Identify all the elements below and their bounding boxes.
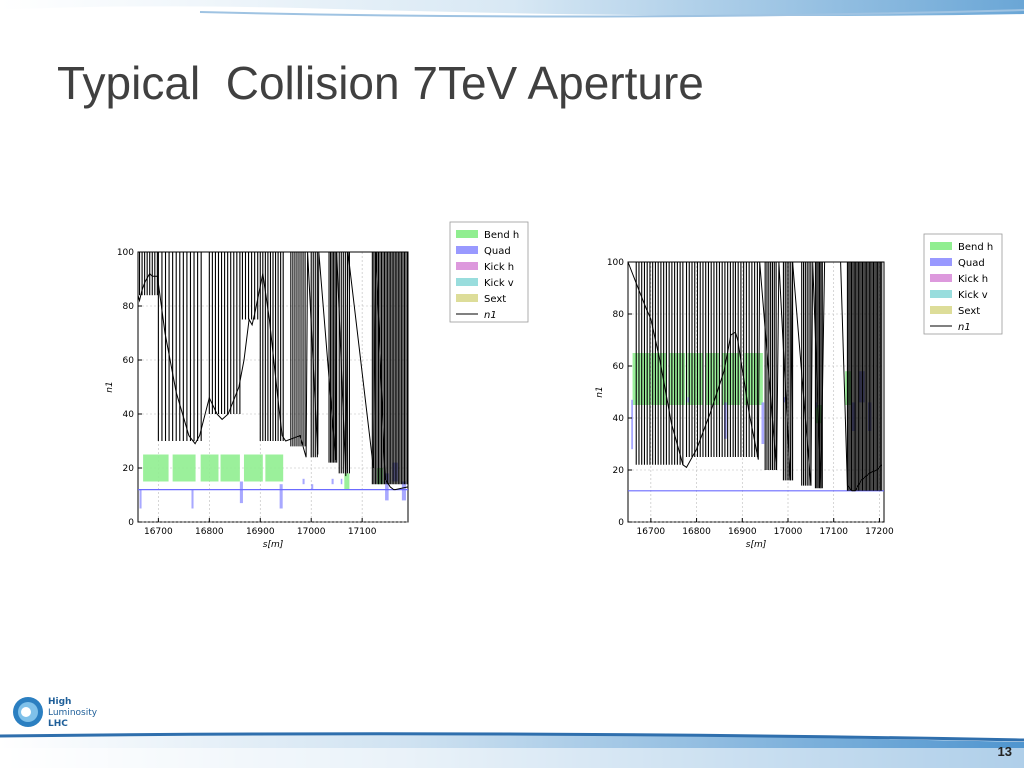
x-tick-label: 16700	[637, 527, 666, 537]
legend-swatch	[456, 230, 478, 238]
quad-box	[191, 489, 194, 509]
logo-line-1: High	[48, 697, 71, 707]
bend-h-box	[815, 405, 823, 424]
y-tick-label: 20	[613, 466, 625, 476]
legend-swatch	[456, 262, 478, 270]
bend-h-box	[705, 353, 720, 405]
quad-box	[340, 478, 343, 485]
legend-label: n1	[958, 322, 971, 333]
legend-label: Bend h	[484, 230, 519, 241]
chart-legend: Bend h Quad Kick h Kick v Sext n1	[449, 221, 529, 323]
legend-label: Quad	[484, 246, 511, 257]
y-tick-label: 80	[123, 302, 135, 312]
quad-box	[331, 478, 334, 485]
legend-swatch	[930, 258, 952, 266]
quad-box	[687, 397, 690, 403]
legend-box	[449, 221, 529, 323]
legend-swatch	[456, 246, 478, 254]
legend-label: Sext	[958, 306, 980, 317]
legend-swatch	[456, 294, 478, 302]
right-aperture-chart: 16700 16800 16900 17000 17100 17200 0 20 40 60 80 1…	[595, 233, 1003, 550]
x-tick-label: 16900	[728, 527, 757, 537]
chart-legend: Bend h Quad Kick h Kick v Sext n1	[923, 233, 1003, 335]
left-aperture-chart: 16700 16800 16900 17000 17100 0 20 40 60 80 100 s[m…	[105, 221, 529, 550]
legend-label: Kick h	[484, 262, 514, 273]
legend-label: Quad	[958, 258, 985, 269]
bend-h-box	[143, 454, 169, 482]
quad-box	[311, 484, 314, 490]
legend-swatch	[930, 290, 952, 298]
x-axis-label: s[m]	[746, 540, 767, 550]
quad-box	[385, 473, 389, 501]
y-tick-label: 40	[613, 414, 625, 424]
legend-label: Kick v	[484, 278, 514, 289]
hl-lhc-logo: High Luminosity LHC	[13, 697, 98, 729]
legend-box	[923, 233, 1003, 335]
bend-h-box	[344, 473, 350, 490]
y-tick-label: 60	[613, 362, 625, 372]
y-tick-label: 80	[613, 310, 625, 320]
legend-label: Kick h	[958, 274, 988, 285]
bend-h-box	[650, 353, 667, 405]
bend-h-box	[243, 454, 263, 482]
x-tick-label: 17200	[865, 527, 894, 537]
bend-h-box	[265, 454, 284, 482]
quad-box	[852, 402, 856, 431]
quad-box	[302, 478, 305, 485]
logo-core	[21, 707, 31, 717]
x-tick-label: 16800	[195, 527, 224, 537]
y-tick-label: 100	[607, 258, 624, 268]
legend-label: n1	[484, 310, 497, 321]
x-tick-label: 17100	[348, 527, 377, 537]
quad-box	[279, 484, 283, 509]
x-tick-label: 16700	[144, 527, 173, 537]
legend-label: Sext	[484, 294, 506, 305]
y-tick-label: 60	[123, 356, 135, 366]
quad-box	[139, 489, 142, 509]
x-tick-label: 17000	[774, 527, 803, 537]
bend-h-box	[200, 454, 219, 482]
page-number: 13	[997, 744, 1012, 759]
quad-box	[401, 481, 406, 501]
legend-swatch	[930, 306, 952, 314]
bend-h-box	[220, 454, 240, 482]
y-axis-label: n1	[105, 381, 115, 392]
y-tick-label: 100	[117, 248, 134, 258]
legend-swatch	[930, 242, 952, 250]
logo-line-2: Luminosity	[48, 708, 98, 718]
logo-line-3: LHC	[48, 719, 68, 729]
legend-swatch	[930, 274, 952, 282]
y-tick-label: 20	[123, 464, 135, 474]
bend-h-box	[744, 353, 763, 405]
legend-label: Kick v	[958, 290, 988, 301]
slide-title: Typical Collision 7TeV Aperture	[57, 57, 704, 109]
y-axis-label: n1	[595, 386, 605, 397]
x-tick-label: 17100	[819, 527, 848, 537]
x-tick-label: 16800	[682, 527, 711, 537]
y-tick-label: 0	[128, 518, 134, 528]
x-tick-label: 17000	[297, 527, 326, 537]
y-tick-label: 40	[123, 410, 135, 420]
bottom-decorative-band	[0, 732, 1024, 768]
quad-box	[858, 371, 865, 403]
quad-box	[783, 397, 786, 403]
quad-box	[631, 399, 634, 450]
quad-box	[239, 481, 243, 504]
x-tick-label: 16900	[246, 527, 275, 537]
bend-h-box	[172, 454, 196, 482]
legend-swatch	[456, 278, 478, 286]
bend-h-box	[687, 353, 704, 405]
legend-label: Bend h	[958, 242, 993, 253]
quad-box	[761, 402, 765, 444]
n1-series-line	[137, 251, 409, 491]
y-tick-label: 0	[618, 518, 624, 528]
x-axis-label: s[m]	[263, 540, 284, 550]
top-decorative-band	[0, 0, 1024, 18]
